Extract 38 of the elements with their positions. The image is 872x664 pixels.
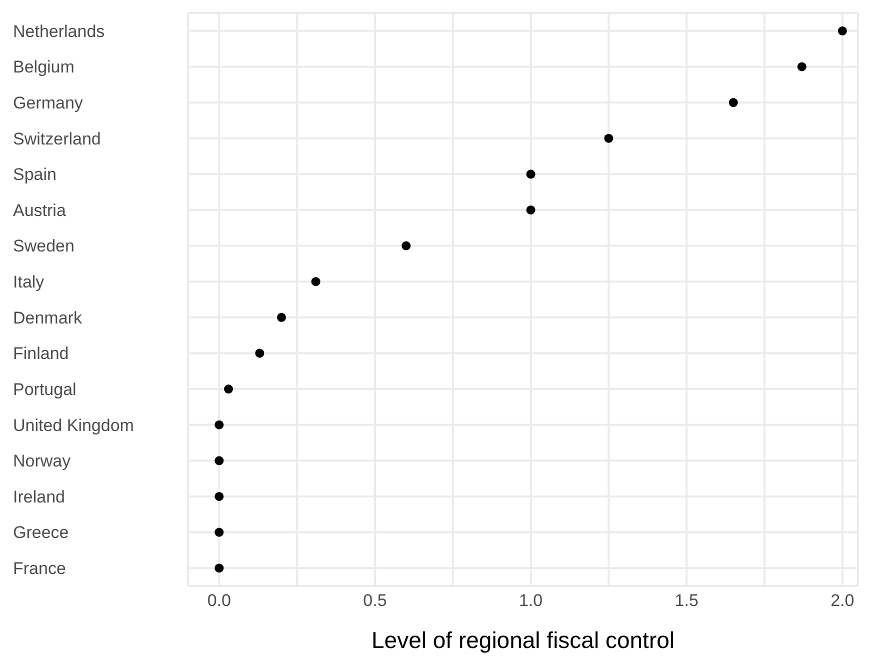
point bbox=[214, 528, 224, 537]
point bbox=[214, 456, 224, 466]
point bbox=[224, 384, 234, 394]
point bbox=[838, 26, 847, 36]
y-tick-label: United Kingdom bbox=[13, 416, 134, 435]
x-axis-title: Level of regional fiscal control bbox=[372, 627, 674, 653]
x-tick-label: 0.0 bbox=[207, 591, 231, 610]
point bbox=[255, 348, 264, 358]
point bbox=[604, 134, 614, 143]
point bbox=[214, 564, 224, 573]
point bbox=[214, 492, 224, 501]
y-tick-label: Norway bbox=[13, 452, 72, 471]
point bbox=[214, 420, 224, 430]
y-tick-label: France bbox=[13, 559, 66, 578]
y-tick-label: Portugal bbox=[13, 380, 76, 399]
y-tick-label: Belgium bbox=[13, 58, 74, 77]
point bbox=[311, 277, 320, 286]
y-tick-label: Greece bbox=[13, 523, 69, 542]
y-tick-label: Switzerland bbox=[13, 129, 101, 148]
x-tick-label: 1.0 bbox=[518, 591, 543, 610]
point bbox=[797, 62, 806, 72]
y-tick-label: Netherlands bbox=[13, 22, 105, 41]
y-tick-label: Spain bbox=[13, 165, 56, 184]
x-tick-label: 1.5 bbox=[674, 591, 698, 610]
point bbox=[276, 312, 286, 322]
point bbox=[728, 98, 738, 108]
y-tick-label: Austria bbox=[13, 200, 66, 220]
point bbox=[526, 170, 536, 179]
y-tick-label: Denmark bbox=[13, 308, 82, 328]
y-tick-label: Finland bbox=[13, 344, 69, 364]
x-tick-label: 0.5 bbox=[363, 591, 387, 610]
y-tick-label: Germany bbox=[13, 93, 84, 112]
x-tick-label: 2.0 bbox=[830, 591, 854, 610]
y-tick-label: Italy bbox=[13, 272, 45, 292]
point bbox=[402, 241, 411, 250]
point bbox=[526, 205, 536, 214]
y-tick-label: Ireland bbox=[13, 487, 65, 506]
y-tick-label: Sweden bbox=[13, 236, 74, 256]
